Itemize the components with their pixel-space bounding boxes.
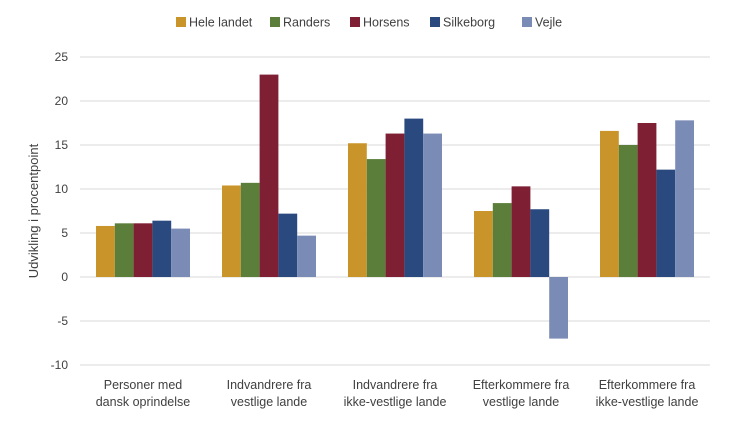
bar (530, 209, 550, 277)
x-category-label-line: dansk oprindelse (96, 395, 191, 409)
y-tick-label: 10 (55, 182, 69, 196)
bar (348, 143, 367, 277)
x-category-label-line: Indvandrere fra (353, 378, 438, 392)
bar (259, 74, 279, 277)
legend-swatch (430, 17, 440, 27)
bar (511, 186, 531, 277)
x-category-label-line: ikke-vestlige lande (596, 395, 699, 409)
bar (474, 211, 493, 277)
x-category-label-line: vestlige lande (231, 395, 307, 409)
legend-label: Vejle (535, 16, 562, 30)
bar (297, 235, 316, 277)
legend-label: Hele landet (189, 16, 253, 30)
x-category-label: Indvandrere fra ikke-vestlige lande (344, 378, 447, 409)
bar (240, 182, 260, 277)
bar (152, 220, 172, 277)
y-tick-label: 15 (55, 138, 69, 152)
y-axis-label: Udvikling i procentpoint (26, 143, 41, 278)
bar (171, 228, 190, 277)
x-category-label-line: Personer med (104, 378, 183, 392)
x-category-label-line: vestlige lande (483, 395, 559, 409)
x-category-label-line: Efterkommere fra (473, 378, 570, 392)
y-tick-label: -10 (51, 358, 69, 372)
bar (549, 277, 568, 339)
bar (618, 145, 638, 277)
bar (96, 225, 115, 277)
legend-label: Randers (283, 16, 330, 30)
bar (404, 118, 424, 277)
bar (600, 130, 619, 277)
legend: Hele landet Randers Horsens Silkeborg Vejle (176, 16, 562, 30)
legend-label: Silkeborg (443, 16, 495, 30)
y-axis-ticks: -10 -5 0 5 10 15 20 25 (51, 50, 69, 372)
y-tick-label: 25 (55, 50, 69, 64)
y-tick-label: 0 (61, 270, 68, 284)
x-category-label: Efterkommere fra vestlige lande (473, 378, 570, 409)
bar (114, 223, 134, 277)
legend-swatch (350, 17, 360, 27)
bars (96, 74, 694, 339)
y-tick-label: 20 (55, 94, 69, 108)
legend-swatch (176, 17, 186, 27)
bar (656, 169, 676, 277)
x-category-label-line: Indvandrere fra (227, 378, 312, 392)
bar (385, 133, 405, 277)
bar (423, 133, 442, 277)
bar (492, 203, 512, 277)
bar (133, 223, 153, 277)
x-axis-labels: Personer med dansk oprindelse Indvandrere … (96, 378, 699, 409)
legend-swatch (270, 17, 280, 27)
bar (278, 213, 298, 277)
bar (222, 185, 241, 277)
y-tick-label: -5 (57, 314, 68, 328)
legend-swatch (522, 17, 532, 27)
bar (637, 123, 657, 277)
x-category-label: Indvandrere fra vestlige lande (227, 378, 312, 409)
bar (675, 120, 694, 277)
x-category-label: Efterkommere fra ikke-vestlige lande (596, 378, 699, 409)
x-category-label: Personer med dansk oprindelse (96, 378, 191, 409)
bar (366, 159, 386, 277)
y-tick-label: 5 (61, 226, 68, 240)
x-category-label-line: ikke-vestlige lande (344, 395, 447, 409)
x-category-label-line: Efterkommere fra (599, 378, 696, 392)
legend-label: Horsens (363, 16, 410, 30)
